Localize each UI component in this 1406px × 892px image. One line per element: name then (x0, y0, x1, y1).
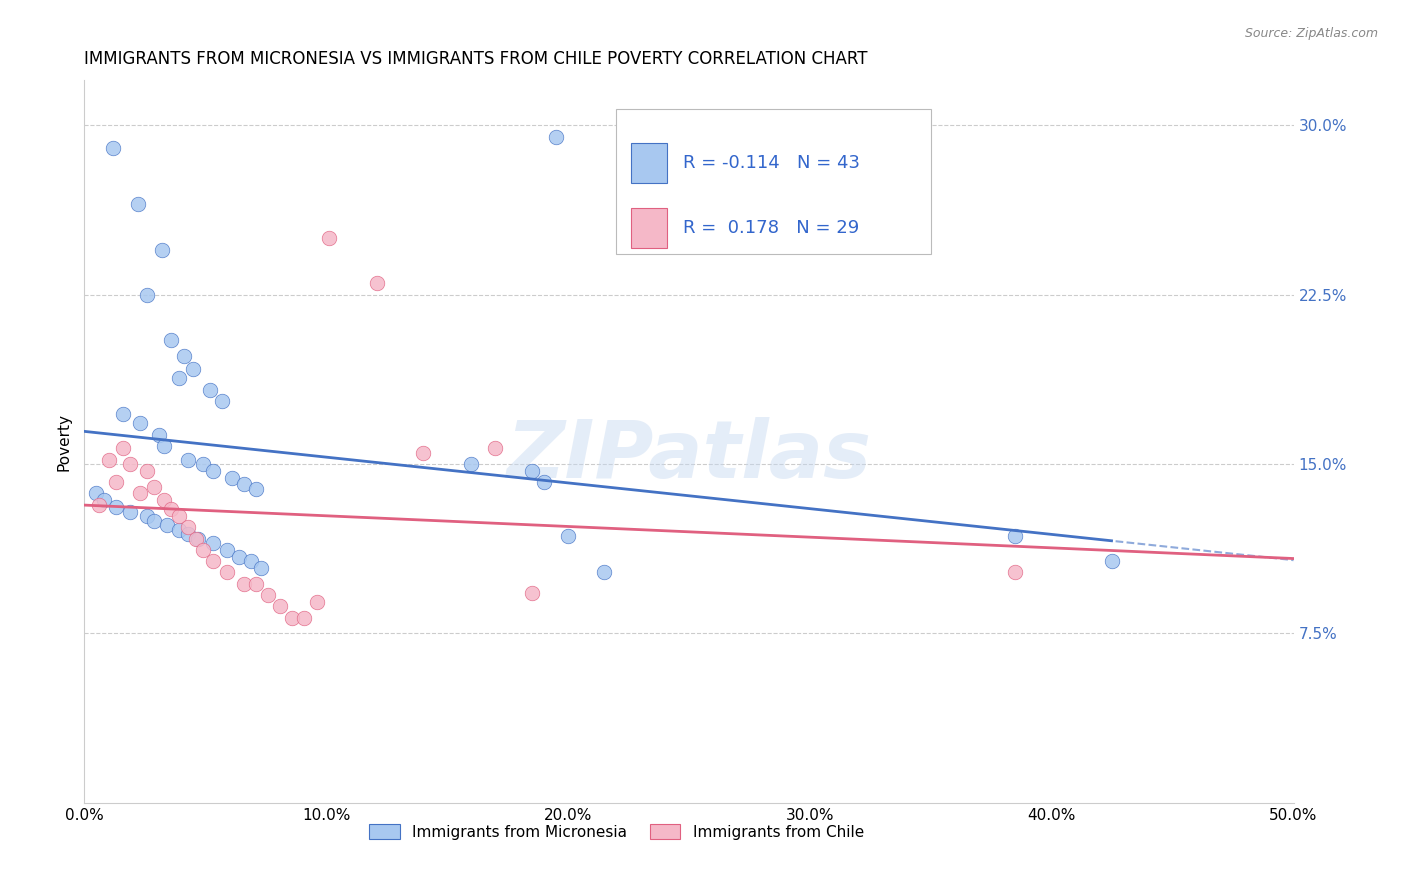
Point (104, 475, 127, 490)
Point (228, 549, 250, 564)
Point (366, 277, 388, 291)
Point (1101, 554, 1123, 568)
Point (305, 595, 328, 609)
Point (593, 566, 616, 580)
Point (201, 536, 224, 550)
Point (240, 554, 263, 568)
Point (153, 493, 176, 508)
Point (269, 599, 291, 614)
Point (187, 532, 209, 546)
Point (104, 500, 127, 514)
Point (191, 457, 214, 471)
Point (221, 471, 243, 485)
Y-axis label: Poverty: Poverty (56, 412, 72, 471)
Point (245, 576, 267, 591)
Text: Source: ZipAtlas.com: Source: ZipAtlas.com (1244, 27, 1378, 40)
Point (112, 408, 135, 422)
Point (155, 518, 177, 533)
Point (167, 509, 190, 524)
Point (533, 475, 555, 490)
Point (120, 504, 142, 518)
Point (87, 498, 110, 512)
Point (198, 383, 221, 397)
Point (160, 502, 183, 516)
Point (181, 362, 204, 376)
Point (177, 520, 200, 534)
Point (460, 457, 482, 471)
FancyBboxPatch shape (631, 208, 668, 248)
Point (191, 542, 214, 557)
FancyBboxPatch shape (631, 143, 668, 183)
Point (103, 141, 125, 155)
Point (201, 464, 224, 478)
Point (412, 446, 434, 460)
Point (136, 287, 159, 301)
Point (143, 480, 166, 494)
Point (136, 464, 159, 478)
Point (136, 509, 159, 524)
FancyBboxPatch shape (616, 109, 931, 253)
Point (167, 523, 190, 537)
Point (215, 566, 238, 580)
Text: R = -0.114   N = 43: R = -0.114 N = 43 (683, 153, 860, 171)
Point (93, 493, 115, 508)
Point (120, 457, 142, 471)
Point (1004, 566, 1026, 580)
Point (294, 610, 316, 624)
Point (129, 417, 152, 431)
Point (129, 486, 152, 500)
Point (167, 371, 190, 385)
Point (557, 529, 579, 543)
Point (544, 129, 567, 144)
Point (177, 527, 200, 541)
Point (318, 231, 340, 245)
Text: IMMIGRANTS FROM MICRONESIA VS IMMIGRANTS FROM CHILE POVERTY CORRELATION CHART: IMMIGRANTS FROM MICRONESIA VS IMMIGRANTS… (84, 50, 868, 68)
Point (160, 333, 183, 347)
Point (211, 393, 233, 408)
Point (484, 442, 506, 456)
Point (257, 588, 280, 602)
Point (86, 486, 108, 500)
Point (97, 452, 120, 467)
Point (281, 610, 304, 624)
Point (150, 243, 173, 257)
Point (201, 554, 224, 568)
Point (153, 439, 176, 453)
Point (233, 477, 256, 491)
Point (112, 442, 135, 456)
Point (177, 452, 200, 467)
Point (184, 532, 207, 546)
Text: ZIPatlas: ZIPatlas (506, 417, 872, 495)
Point (143, 514, 166, 528)
Point (148, 427, 170, 442)
Point (233, 576, 256, 591)
Point (250, 561, 273, 575)
Point (127, 197, 149, 211)
Point (215, 542, 238, 557)
Legend: Immigrants from Micronesia, Immigrants from Chile: Immigrants from Micronesia, Immigrants f… (363, 818, 870, 846)
Point (245, 482, 267, 496)
Point (520, 586, 543, 600)
Text: R =  0.178   N = 29: R = 0.178 N = 29 (683, 219, 859, 236)
Point (173, 349, 195, 363)
Point (1004, 529, 1026, 543)
Point (520, 464, 543, 478)
